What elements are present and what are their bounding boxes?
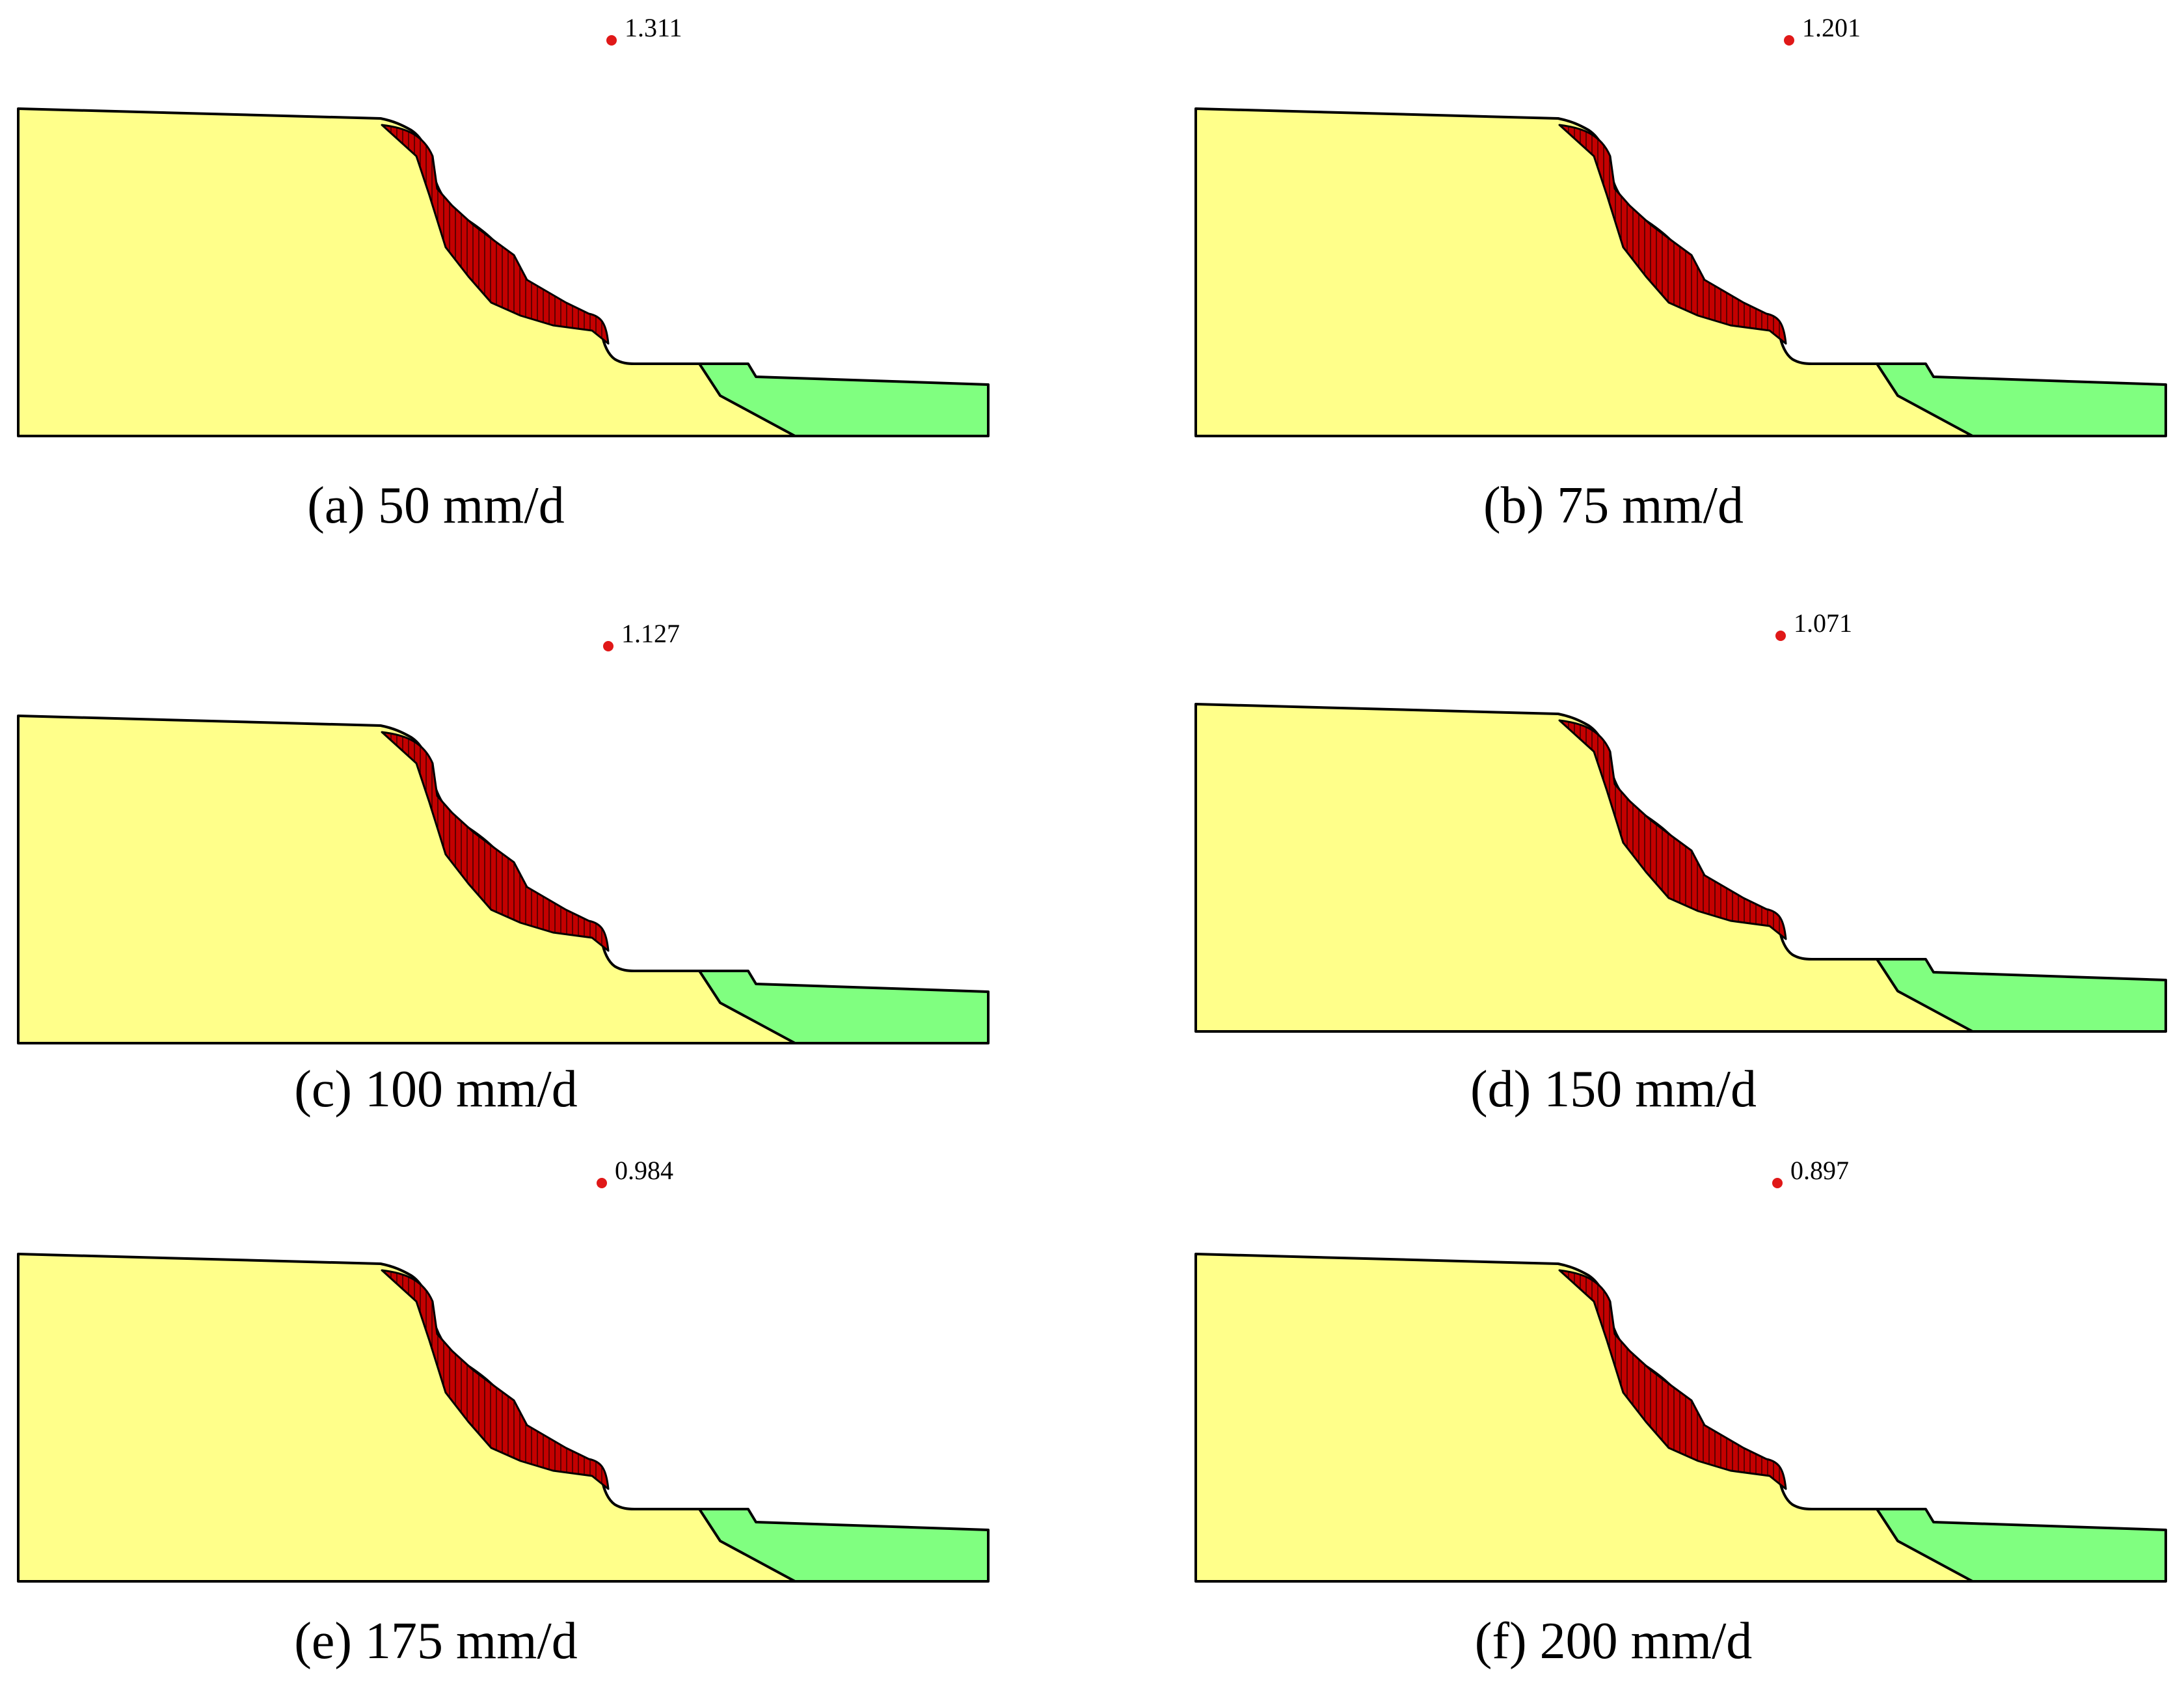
slope-panel: 1.127 (c) 100 mm/d: [17, 619, 990, 1118]
soil-layer: [17, 107, 796, 437]
panel-caption: (f) 200 mm/d: [1475, 1613, 1753, 1670]
slope-section: [1194, 107, 2167, 437]
factor-of-safety-label: 1.127: [621, 619, 680, 648]
slip-center-dot: [606, 35, 617, 46]
factor-of-safety-label: 1.201: [1802, 13, 1861, 42]
lower-layer: [1876, 362, 2167, 437]
slip-center-dot: [597, 1178, 607, 1188]
slip-center-dot: [1772, 1178, 1783, 1188]
factor-of-safety-label: 0.984: [615, 1156, 673, 1185]
slip-center-dot: [1784, 35, 1794, 46]
soil-layer: [1194, 703, 1974, 1033]
soil-layer: [1194, 107, 1974, 437]
slope-panel: 0.984 (e) 175 mm/d: [17, 1156, 990, 1670]
soil-layer: [1194, 1253, 1974, 1583]
soil-layer: [17, 1253, 796, 1583]
slope-section: [1194, 703, 2167, 1033]
slip-center-dot: [603, 641, 613, 651]
slope-section: [1194, 1253, 2167, 1583]
slope-section: [17, 1253, 990, 1583]
panel-caption: (e) 175 mm/d: [294, 1613, 577, 1670]
lower-layer: [698, 1508, 990, 1583]
lower-layer: [1876, 958, 2167, 1033]
factor-of-safety-label: 1.071: [1794, 608, 1852, 638]
slip-center-dot: [1775, 631, 1786, 641]
slope-section: [17, 107, 990, 437]
slope-section: [17, 715, 990, 1044]
panel-caption: (d) 150 mm/d: [1470, 1061, 1757, 1118]
slope-panel: 1.201 (b) 75 mm/d: [1194, 13, 2167, 534]
panel-caption: (c) 100 mm/d: [294, 1061, 577, 1118]
lower-layer: [1876, 1508, 2167, 1583]
slope-panel: 0.897 (f) 200 mm/d: [1194, 1156, 2167, 1670]
lower-layer: [698, 970, 990, 1044]
slope-panel: 1.311 (a) 50 mm/d: [17, 13, 990, 534]
panel-caption: (b) 75 mm/d: [1483, 477, 1744, 534]
slope-panel: 1.071 (d) 150 mm/d: [1194, 608, 2167, 1118]
lower-layer: [698, 362, 990, 437]
soil-layer: [17, 715, 796, 1044]
panel-caption: (a) 50 mm/d: [307, 477, 564, 534]
factor-of-safety-label: 1.311: [625, 13, 682, 42]
factor-of-safety-label: 0.897: [1790, 1156, 1849, 1185]
